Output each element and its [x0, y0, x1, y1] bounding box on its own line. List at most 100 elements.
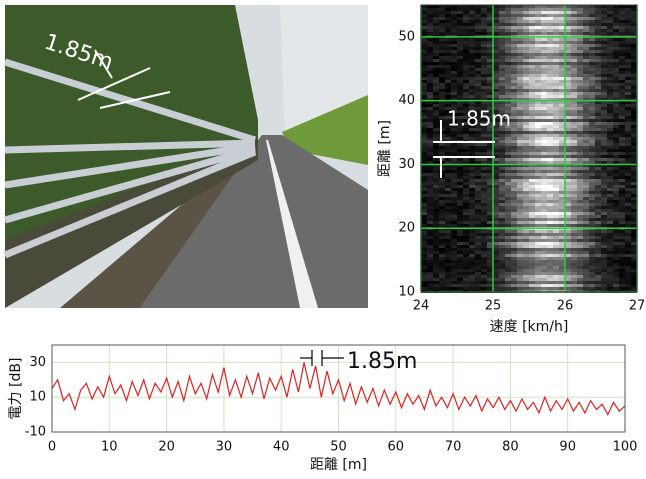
heatmap-cell — [427, 200, 433, 203]
heatmap-cell — [619, 251, 625, 254]
heatmap-cell — [631, 284, 637, 287]
heatmap-cell — [535, 185, 541, 188]
heatmap-cell — [565, 245, 571, 248]
heatmap-cell — [607, 182, 613, 185]
heatmap-cell — [505, 149, 511, 152]
heatmap-cell — [463, 161, 469, 164]
heatmap-cell — [577, 284, 583, 287]
heatmap-cell — [487, 62, 493, 65]
heatmap-cell — [613, 179, 619, 182]
heatmap-cell — [511, 185, 517, 188]
heatmap-cell — [505, 209, 511, 212]
heatmap-cell — [547, 23, 553, 26]
heatmap-cell — [613, 254, 619, 257]
heatmap-cell — [421, 218, 427, 221]
heatmap-cell — [607, 257, 613, 260]
heatmap-cell — [421, 23, 427, 26]
heatmap-cell — [481, 65, 487, 68]
heatmap-cell — [631, 218, 637, 221]
heatmap-cell — [529, 86, 535, 89]
heatmap-cell — [577, 74, 583, 77]
heatmap-cell — [487, 170, 493, 173]
heatmap-cell — [457, 197, 463, 200]
x-tick-label: 80 — [502, 440, 519, 455]
heatmap-cell — [631, 77, 637, 80]
heatmap-cell — [427, 197, 433, 200]
heatmap-cell — [499, 257, 505, 260]
heatmap-cell — [571, 62, 577, 65]
heatmap-cell — [631, 281, 637, 284]
heatmap-cell — [595, 23, 601, 26]
heatmap-cell — [613, 197, 619, 200]
heatmap-cell — [439, 239, 445, 242]
heatmap-cell — [631, 68, 637, 71]
heatmap-cell — [493, 272, 499, 275]
heatmap-cell — [577, 41, 583, 44]
heatmap-cell — [457, 179, 463, 182]
heatmap-cell — [421, 278, 427, 281]
heatmap-cell — [577, 53, 583, 56]
heatmap-cell — [463, 32, 469, 35]
heatmap-cell — [421, 92, 427, 95]
heatmap-cell — [493, 158, 499, 161]
heatmap-cell — [499, 239, 505, 242]
heatmap-cell — [607, 41, 613, 44]
heatmap-cell — [457, 278, 463, 281]
y-tick-label: 30 — [398, 157, 415, 172]
heatmap-cell — [535, 122, 541, 125]
heatmap-cell — [517, 269, 523, 272]
heatmap-cell — [487, 248, 493, 251]
heatmap-cell — [487, 32, 493, 35]
heatmap-cell — [589, 50, 595, 53]
heatmap-cell — [433, 284, 439, 287]
heatmap-cell — [529, 170, 535, 173]
heatmap-cell — [553, 11, 559, 14]
heatmap-cell — [583, 62, 589, 65]
heatmap-cell — [445, 95, 451, 98]
heatmap-cell — [427, 242, 433, 245]
heatmap-cell — [535, 74, 541, 77]
heatmap-cell — [469, 161, 475, 164]
heatmap-cell — [433, 278, 439, 281]
heatmap-cell — [565, 14, 571, 17]
heatmap-cell — [559, 41, 565, 44]
heatmap-cell — [493, 53, 499, 56]
heatmap-cell — [481, 101, 487, 104]
heatmap-cell — [565, 176, 571, 179]
heatmap-cell — [433, 188, 439, 191]
heatmap-cell — [577, 104, 583, 107]
heatmap-cell — [427, 128, 433, 131]
heatmap-cell — [571, 266, 577, 269]
heatmap-cell — [457, 167, 463, 170]
heatmap-cell — [601, 242, 607, 245]
heatmap-cell — [469, 143, 475, 146]
heatmap-cell — [487, 281, 493, 284]
heatmap-cell — [631, 74, 637, 77]
heatmap-cell — [577, 122, 583, 125]
heatmap-cell — [481, 71, 487, 74]
heatmap-cell — [607, 254, 613, 257]
heatmap-cell — [535, 275, 541, 278]
heatmap-cell — [607, 230, 613, 233]
heatmap-cell — [517, 38, 523, 41]
heatmap-cell — [427, 206, 433, 209]
heatmap-cell — [451, 74, 457, 77]
heatmap-cell — [631, 104, 637, 107]
heatmap-cell — [439, 233, 445, 236]
heatmap-cell — [619, 89, 625, 92]
heatmap-cell — [469, 179, 475, 182]
heatmap-cell — [499, 278, 505, 281]
heatmap-cell — [553, 23, 559, 26]
heatmap-cell — [427, 17, 433, 20]
heatmap-cell — [475, 179, 481, 182]
heatmap-cell — [619, 194, 625, 197]
heatmap-cell — [499, 263, 505, 266]
heatmap-cell — [421, 161, 427, 164]
heatmap-cell — [475, 197, 481, 200]
heatmap-cell — [559, 65, 565, 68]
heatmap-cell — [511, 104, 517, 107]
heatmap-cell — [559, 110, 565, 113]
heatmap-cell — [601, 152, 607, 155]
heatmap-cell — [559, 284, 565, 287]
heatmap-cell — [433, 134, 439, 137]
